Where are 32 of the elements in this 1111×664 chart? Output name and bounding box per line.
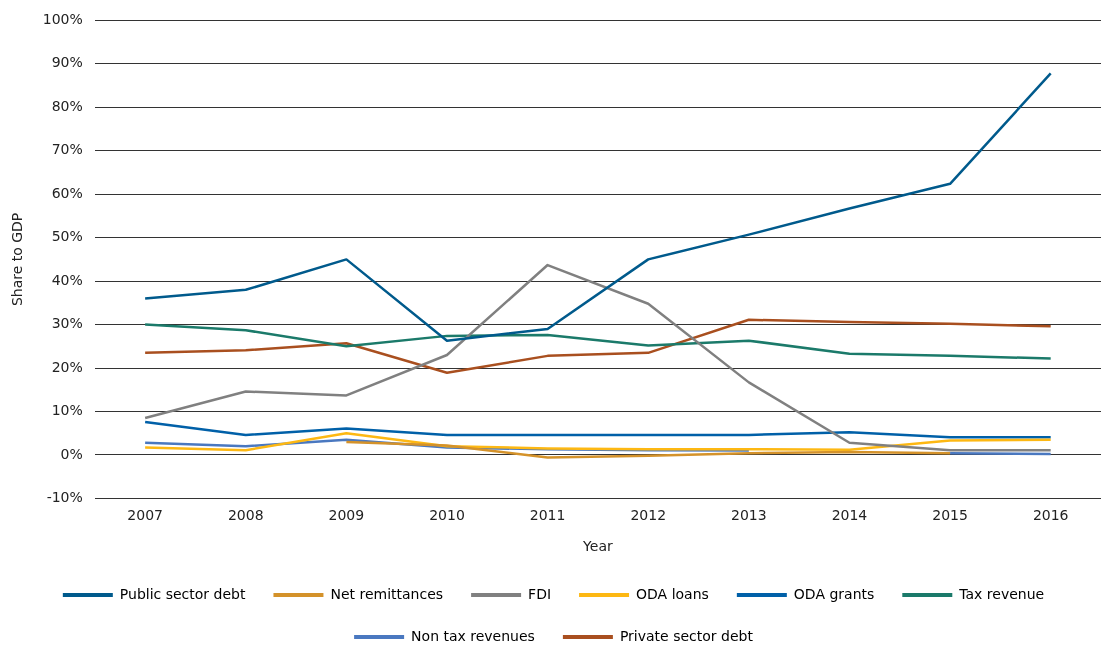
- x-axis-title: Year: [582, 538, 613, 555]
- legend-label: ODA grants: [793, 585, 875, 602]
- y-tick-label: 90%: [51, 54, 83, 71]
- y-tick-label: 80%: [51, 97, 83, 114]
- y-tick-label: 30%: [51, 315, 83, 332]
- x-tick-label: 2012: [630, 507, 667, 524]
- x-tick-label: 2011: [529, 507, 566, 524]
- y-axis-title: Share to GDP: [9, 212, 26, 307]
- y-tick-label: 0%: [60, 445, 83, 462]
- x-tick-label: 2008: [227, 507, 264, 524]
- x-tick-label: 2015: [932, 507, 968, 524]
- legend-label: FDI: [528, 585, 552, 602]
- y-tick-label: 60%: [51, 184, 83, 201]
- x-tick-label: 2007: [127, 507, 163, 524]
- legend-label: Non tax revenues: [411, 627, 535, 644]
- y-tick-label: 20%: [51, 358, 83, 375]
- y-tick-label: -10%: [46, 489, 83, 506]
- legend-label: Net remittances: [330, 585, 444, 602]
- x-tick-label: 2013: [731, 507, 767, 524]
- legend-label: Tax revenue: [958, 585, 1045, 602]
- x-tick-label: 2016: [1032, 507, 1069, 524]
- legend-label: ODA loans: [636, 585, 709, 602]
- x-tick-label: 2009: [328, 507, 365, 524]
- legend-label: Public sector debt: [119, 585, 246, 602]
- y-tick-label: 40%: [51, 271, 83, 288]
- y-tick-label: 10%: [51, 402, 83, 419]
- x-tick-label: 2010: [429, 507, 465, 524]
- legend-label: Private sector debt: [619, 627, 754, 644]
- y-tick-label: 100%: [42, 11, 83, 28]
- x-tick-label: 2014: [831, 507, 868, 524]
- y-tick-label: 50%: [51, 228, 83, 245]
- y-tick-label: 70%: [51, 141, 83, 158]
